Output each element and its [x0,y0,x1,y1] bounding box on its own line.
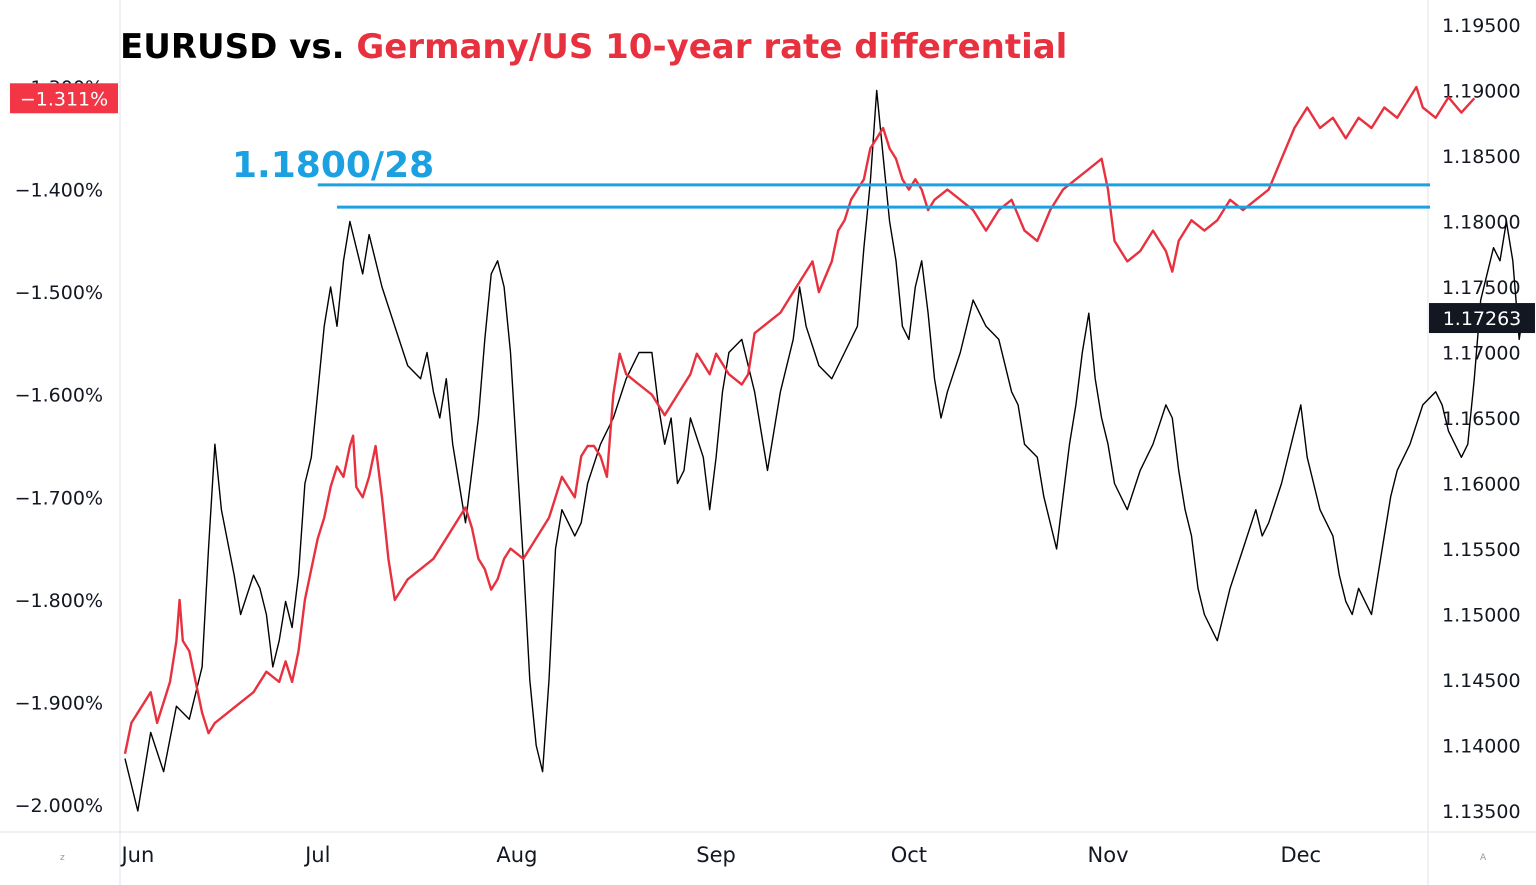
right-tick-label: 1.14000 [1442,736,1521,758]
right-tick-label: 1.13500 [1442,801,1521,823]
left-tick-label: −1.900% [15,692,103,714]
badge-text: −1.311% [20,88,108,110]
level-label: 1.1800/28 [232,145,434,186]
right-tick-label: 1.19500 [1442,15,1521,37]
left-tick-label: −1.600% [15,385,103,407]
x-tick-label: Oct [891,843,927,867]
chart-title-part1: EURUSD vs. [120,27,356,67]
right-axis-ticks: 1.13500 1.14000 1.14500 1.15000 1.15500 1.160… [1442,15,1521,823]
badge-background [10,83,118,114]
plot-area [123,85,1524,812]
right-tick-label: 1.14500 [1442,670,1521,692]
badge-text: 1.17263 [1443,308,1522,330]
corner-label-left: z [60,853,65,863]
right-tick-label: 1.19000 [1442,81,1521,103]
right-tick-label: 1.17500 [1442,277,1521,299]
left-tick-label: −1.500% [15,282,103,304]
x-tick-label: Aug [496,843,537,867]
x-tick-label: Dec [1280,843,1321,867]
right-tick-label: 1.18500 [1442,146,1521,168]
x-axis-ticks: Jun Jul Aug Sep Oct Nov Dec [119,843,1321,867]
x-tick-label: Jun [119,843,154,867]
eurusd-last-value-badge: 1.17263 [1429,303,1535,334]
left-tick-label: −1.800% [15,590,103,612]
left-tick-label: −1.400% [15,180,103,202]
left-tick-label: −2.000% [15,795,103,817]
x-tick-label: Sep [696,843,736,867]
right-tick-label: 1.16500 [1442,408,1521,430]
left-axis-ticks: −2.000% −1.900% −1.800% −1.700% −1.600% −1.50… [15,77,103,817]
level-lines [317,183,1430,209]
differential-series-line [123,85,1476,754]
corner-label-right: A [1480,853,1487,863]
left-tick-label: −1.700% [15,487,103,509]
right-tick-label: 1.16000 [1442,474,1521,496]
differential-last-value-badge: −1.311% [10,83,118,114]
right-tick-label: 1.17000 [1442,343,1521,365]
last-value-badges: −1.311% 1.17263 [10,83,1535,334]
chart-title-part2: Germany/US 10-year rate differential [356,27,1067,67]
right-tick-label: 1.18000 [1442,212,1521,234]
right-tick-label: 1.15000 [1442,605,1521,627]
badge-background [1429,303,1535,334]
x-tick-label: Jul [303,843,330,867]
eurusd-series-line [124,89,1524,812]
x-tick-label: Nov [1088,843,1129,867]
chart-title: EURUSD vs. Germany/US 10-year rate diffe… [120,27,1067,67]
right-tick-label: 1.15500 [1442,539,1521,561]
